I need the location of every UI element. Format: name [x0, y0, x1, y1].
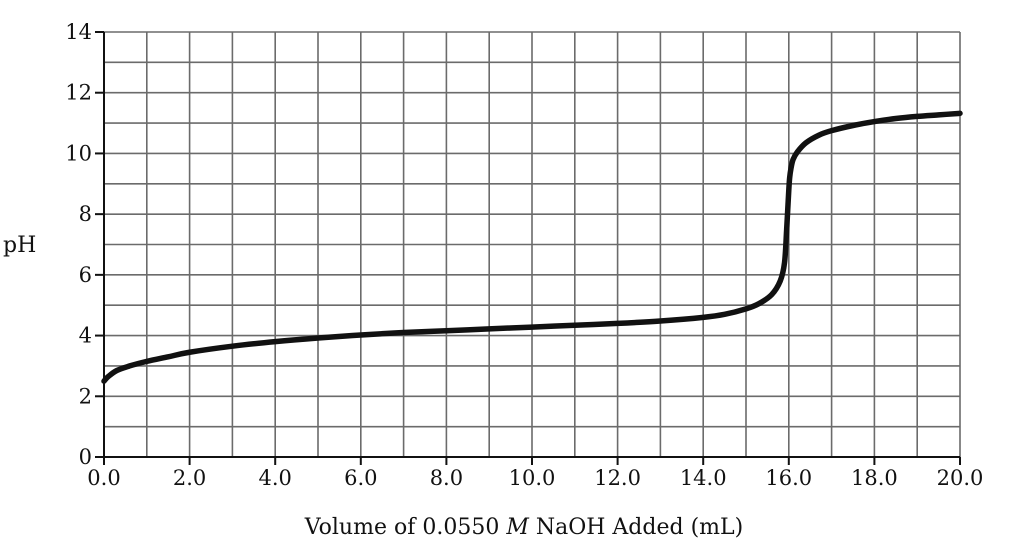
x-tick-label: 12.0 [594, 466, 641, 490]
x-tick-label: 18.0 [851, 466, 898, 490]
x-tick-label: 20.0 [937, 466, 984, 490]
x-tick-label: 0.0 [87, 466, 120, 490]
y-tick-label: 10 [65, 141, 92, 165]
x-axis-title-italic-m: M [505, 515, 529, 540]
y-tick-label: 12 [65, 81, 92, 105]
grid [103, 31, 961, 458]
y-tick-label: 2 [79, 384, 92, 408]
y-axis-title: pH [3, 233, 36, 258]
x-tick-label: 6.0 [344, 466, 377, 490]
y-tick-label: 0 [79, 445, 92, 469]
x-axis-title-part-3: NaOH Added (mL) [529, 515, 743, 540]
x-axis-title-part-1: Volume of 0.0550 [304, 515, 507, 540]
axes [95, 31, 961, 465]
y-tick-label: 4 [79, 324, 92, 348]
tick-labels: 0 2 4 6 8 10 12 14 0.0 2.0 4.0 6.0 8.0 10.0 12.0 14.0 16… [65, 20, 983, 490]
x-tick-label: 8.0 [430, 466, 463, 490]
y-tick-label: 6 [79, 263, 92, 287]
x-tick-label: 4.0 [258, 466, 291, 490]
y-tick-label: 8 [79, 202, 92, 226]
x-tick-label: 10.0 [509, 466, 556, 490]
titration-curve [101, 110, 963, 384]
x-tick-label: 2.0 [173, 466, 206, 490]
x-axis-title: Volume of 0.0550 M NaOH Added (mL) [304, 515, 743, 540]
series-layer [101, 110, 963, 384]
x-tick-label: 16.0 [765, 466, 812, 490]
y-tick-label: 14 [65, 20, 92, 44]
x-tick-label: 14.0 [680, 466, 727, 490]
